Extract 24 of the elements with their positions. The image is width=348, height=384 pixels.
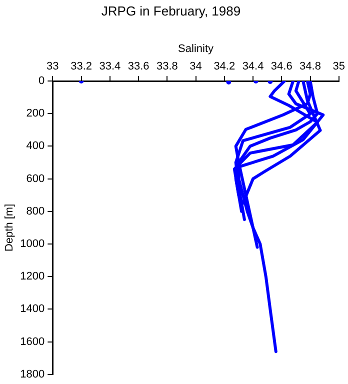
y-tick-label: 600 <box>26 172 45 185</box>
x-tick-label: 33.6 <box>128 60 150 72</box>
y-tick-label: 1200 <box>20 270 45 283</box>
x-tick-label: 34 <box>190 60 202 72</box>
x-tick-label: 33 <box>46 60 59 72</box>
x-tick-label: 34.6 <box>270 60 292 72</box>
y-tick-label: 800 <box>26 205 45 218</box>
y-tick-label: 1600 <box>20 336 45 348</box>
y-tick-label: 200 <box>26 108 45 120</box>
y-tick-label: 400 <box>26 140 45 152</box>
x-tick-label: 33.4 <box>99 60 121 72</box>
x-tick-label: 33.2 <box>70 60 92 72</box>
chart-title: JRPG in February, 1989 <box>101 3 241 18</box>
y-axis-title: Depth [m] <box>4 204 16 252</box>
y-tick-label: 1400 <box>20 303 45 316</box>
y-tick-label: 0 <box>38 75 45 88</box>
y-tick-label: 1800 <box>20 368 45 380</box>
x-tick-label: 33.8 <box>156 60 178 72</box>
x-tick-label: 35 <box>332 60 346 72</box>
x-tick-label: 34.2 <box>214 60 236 72</box>
x-tick-label: 34.8 <box>300 60 321 72</box>
x-tick-label: 34.4 <box>242 60 264 72</box>
y-tick-label: 1000 <box>20 238 45 250</box>
x-axis-title: Salinity <box>178 43 214 56</box>
